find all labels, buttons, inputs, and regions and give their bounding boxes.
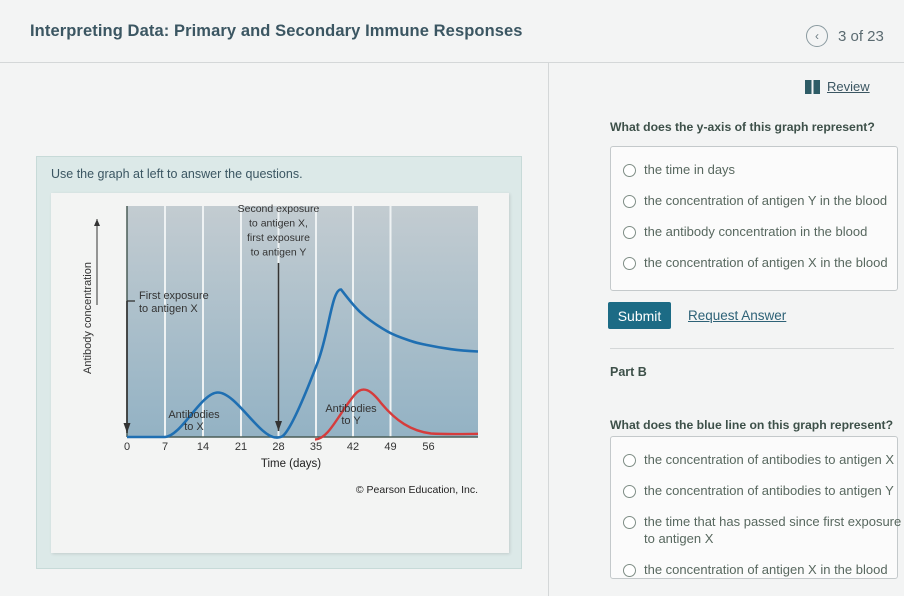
svg-text:to X: to X xyxy=(184,421,204,433)
svg-text:Antibodies: Antibodies xyxy=(168,409,220,421)
svg-text:to antigen X: to antigen X xyxy=(139,303,198,315)
svg-text:Antibodies: Antibodies xyxy=(325,403,377,415)
svg-text:to antigen Y: to antigen Y xyxy=(251,247,307,259)
svg-text:to Y: to Y xyxy=(341,415,361,427)
svg-text:49: 49 xyxy=(384,441,396,453)
svg-text:to antigen X,: to antigen X, xyxy=(249,218,308,230)
svg-text:42: 42 xyxy=(347,441,359,453)
svg-text:Second exposure: Second exposure xyxy=(238,203,320,215)
svg-text:7: 7 xyxy=(162,441,168,453)
svg-text:35: 35 xyxy=(310,441,322,453)
svg-text:0: 0 xyxy=(124,441,130,453)
svg-text:28: 28 xyxy=(272,441,284,453)
svg-text:21: 21 xyxy=(235,441,247,453)
svg-text:First exposure: First exposure xyxy=(139,290,209,302)
svg-text:Time (days): Time (days) xyxy=(261,458,321,470)
svg-text:14: 14 xyxy=(197,441,209,453)
svg-text:first exposure: first exposure xyxy=(247,232,310,244)
svg-text:Antibody concentration: Antibody concentration xyxy=(82,262,94,374)
svg-text:© Pearson Education, Inc.: © Pearson Education, Inc. xyxy=(356,484,478,496)
svg-text:56: 56 xyxy=(422,441,434,453)
